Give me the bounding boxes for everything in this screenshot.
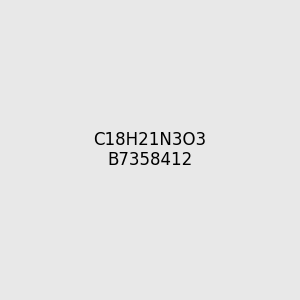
Text: C18H21N3O3
B7358412: C18H21N3O3 B7358412 — [93, 130, 207, 170]
